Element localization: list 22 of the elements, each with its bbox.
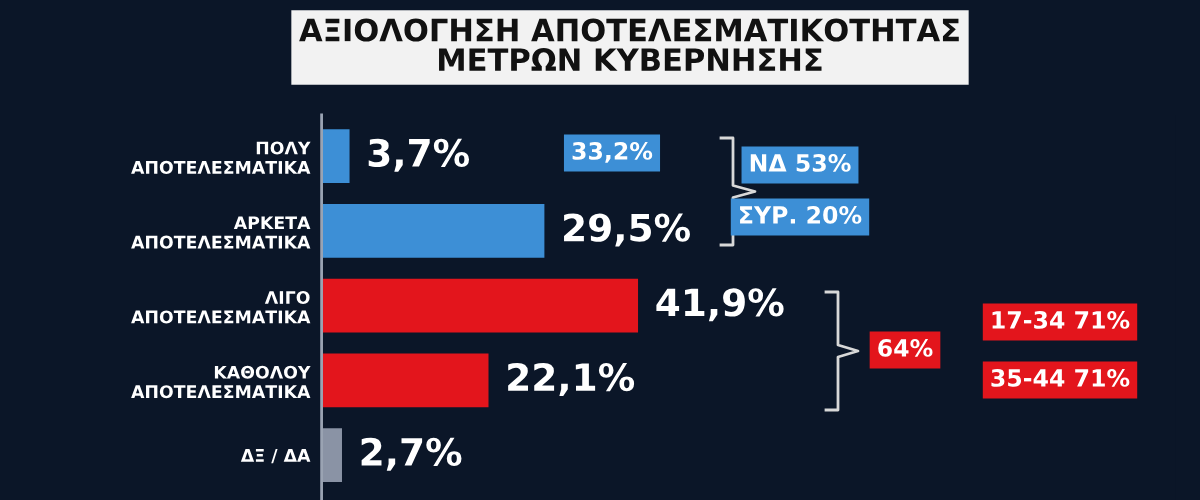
chart-title: ΑΞΙΟΛΟΓΗΣΗ ΑΠΟΤΕΛΕΣΜΑΤΙΚΟΤΗΤΑΣ ΜΕΤΡΩΝ ΚΥΒΕΡΝΗΣΗΣ — [299, 18, 959, 71]
bar — [321, 353, 489, 408]
text: 64% — [878, 338, 933, 357]
data-label: 29,5% — [564, 213, 690, 247]
y-tick-label: ΠΟΛΥ ΑΠΟΤΕΛΕΣΜΑΤΙΚΑ — [131, 141, 311, 174]
text: 35-44 71% — [991, 368, 1130, 387]
y-tick-label: ΚΑΘΟΛΟΥ ΑΠΟΤΕΛΕΣΜΑΤΙΚΑ — [131, 365, 311, 399]
data-label: 22,1% — [508, 362, 635, 397]
y-tick-label: ΑΡΚΕΤΑ ΑΠΟΤΕΛΕΣΜΑΤΙΚΑ — [131, 216, 311, 249]
text: ΝΔ 53% — [750, 153, 851, 172]
y-tick-label: ΔΞ / ΔΑ — [240, 449, 311, 464]
data-label: 41,9% — [656, 288, 784, 322]
data-label: 2,7% — [361, 437, 462, 471]
text: ΣΥΡ. 20% — [740, 205, 862, 224]
data-label: 3,7% — [368, 138, 470, 172]
y-tick-label: ΛΙΓΟ ΑΠΟΤΕΛΕΣΜΑΤΙΚΑ — [131, 290, 311, 324]
text: 17-34 71% — [992, 310, 1130, 329]
bar — [321, 428, 342, 483]
bar — [321, 203, 545, 258]
bar — [321, 278, 639, 333]
annotation: 33,2% — [572, 141, 653, 163]
bar — [321, 129, 350, 184]
